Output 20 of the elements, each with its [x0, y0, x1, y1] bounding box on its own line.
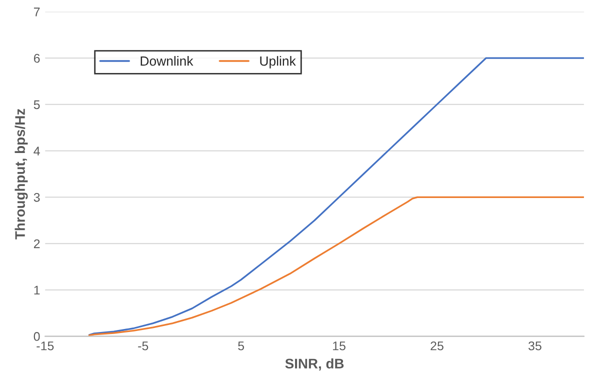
line-series — [88, 57, 584, 336]
legend-label: Uplink — [260, 56, 296, 68]
y-axis-title: Throughput, bps/Hz — [14, 108, 28, 240]
x-tick-label: 25 — [430, 341, 444, 350]
x-tick-label: -15 — [36, 342, 54, 350]
line-series — [88, 196, 584, 336]
y-tick-label: 5 — [34, 100, 40, 110]
y-tick-label: 0 — [34, 332, 40, 341]
x-tick-label: -5 — [138, 342, 148, 350]
y-tick-label: 2 — [34, 239, 40, 248]
y-tick-label: 4 — [34, 146, 40, 156]
y-tick-label: 3 — [34, 192, 40, 202]
x-tick-label: 35 — [528, 341, 542, 350]
legend-label: Downlink — [140, 56, 194, 66]
x-tick-label: 5 — [238, 342, 244, 350]
y-tick-label: 6 — [34, 54, 40, 63]
x-axis-title: SINR, dB — [285, 358, 344, 371]
x-tick-label: 15 — [333, 342, 346, 350]
y-tick-label: 1 — [34, 286, 40, 294]
y-tick-label: 7 — [34, 8, 40, 16]
